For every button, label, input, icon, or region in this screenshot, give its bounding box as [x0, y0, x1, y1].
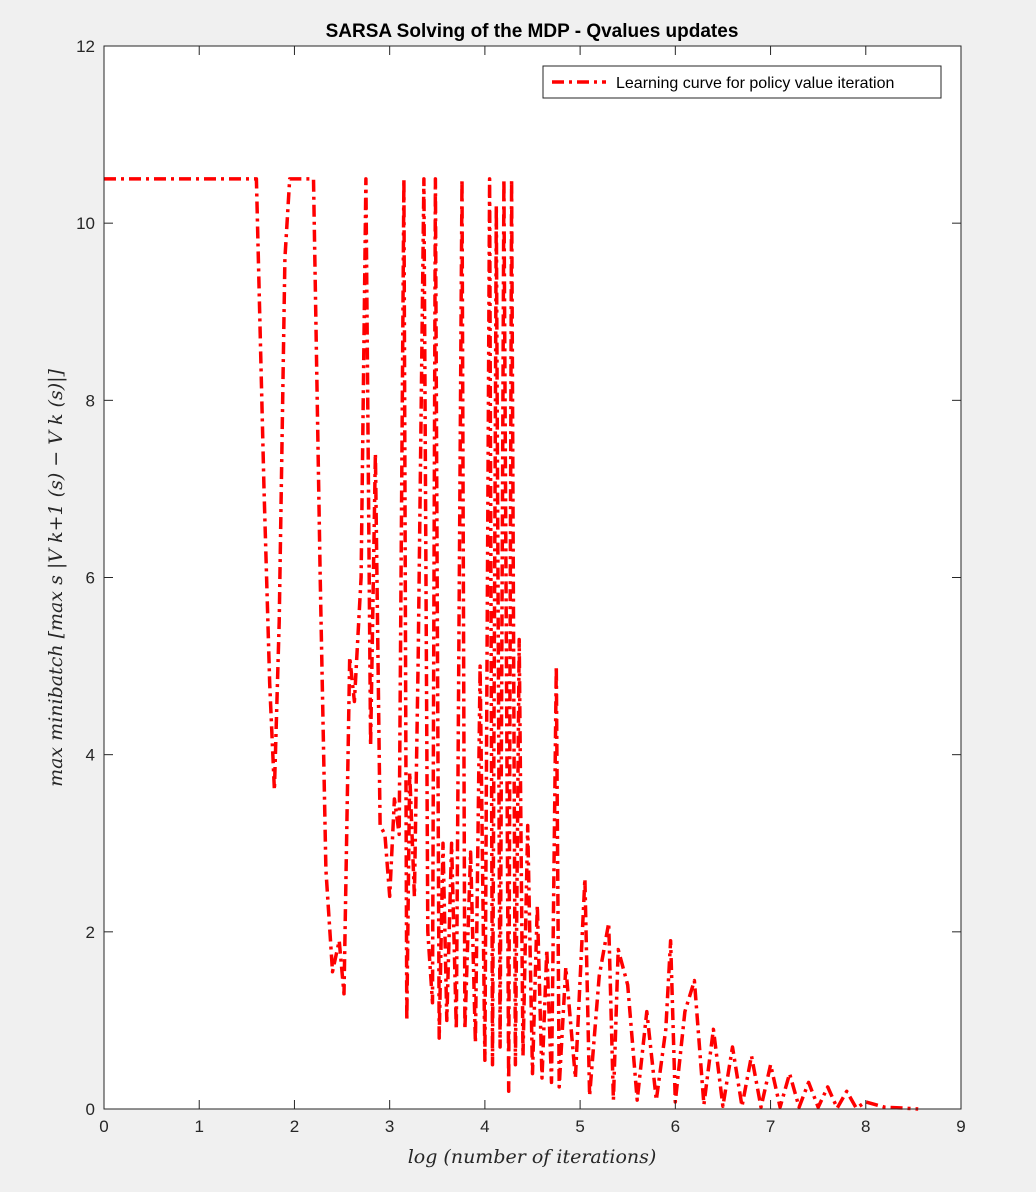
y-tick-label: 2 — [86, 923, 95, 942]
legend: Learning curve for policy value iteratio… — [542, 65, 942, 99]
series-line — [104, 177, 919, 1111]
x-tick-label: 8 — [861, 1117, 870, 1136]
x-axis-label: log (number of iterations) — [408, 1146, 657, 1168]
x-tick-label: 6 — [671, 1117, 680, 1136]
x-tick-label: 4 — [480, 1117, 489, 1136]
y-axis-label: max minibatch [max s |V k+1 (s) − V k (s… — [45, 368, 67, 786]
x-tick-label: 2 — [290, 1117, 299, 1136]
legend-label: Learning curve for policy value iteratio… — [616, 75, 894, 92]
x-tick-label: 7 — [766, 1117, 775, 1136]
y-tick-label: 4 — [86, 746, 95, 765]
series-layer — [104, 177, 919, 1111]
y-tick-label: 10 — [76, 214, 95, 233]
y-axis: 0 2 4 6 8 10 12 — [76, 37, 961, 1119]
x-tick-label: 9 — [956, 1117, 965, 1136]
y-tick-label: 6 — [86, 569, 95, 588]
y-tick-label: 0 — [86, 1100, 95, 1119]
x-tick-label: 0 — [99, 1117, 108, 1136]
x-tick-label: 1 — [194, 1117, 203, 1136]
plot-area — [104, 46, 961, 1109]
plot-frame — [103, 45, 962, 1110]
x-tick-label: 5 — [575, 1117, 584, 1136]
legend-box — [542, 65, 942, 99]
x-tick-label: 3 — [385, 1117, 394, 1136]
y-tick-label: 8 — [86, 391, 95, 410]
chart-title: SARSA Solving of the MDP - Qvalues updat… — [326, 21, 739, 42]
y-tick-label: 12 — [76, 37, 95, 56]
